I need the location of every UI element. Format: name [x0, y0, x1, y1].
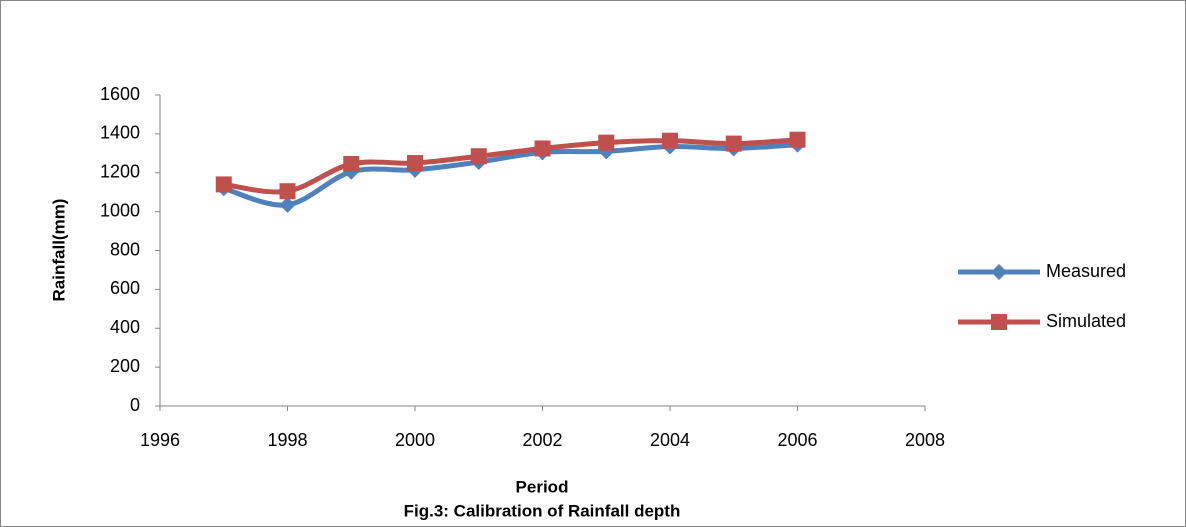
marker [662, 132, 678, 149]
legend-marker [991, 314, 1007, 330]
marker [279, 196, 296, 213]
marker [789, 131, 806, 148]
x-tick-label: 2004 [650, 430, 690, 450]
x-axis-label: Period [516, 477, 569, 496]
legend-label: Simulated [1046, 311, 1126, 331]
x-tick-label: 2006 [777, 430, 817, 450]
marker [215, 176, 232, 193]
x-tick-label: 2002 [522, 430, 562, 450]
x-tick-label: 2000 [395, 430, 435, 450]
y-tick-label: 800 [110, 239, 140, 259]
y-axis-label: Rainfall(mm) [49, 199, 68, 302]
marker [534, 140, 551, 157]
marker [598, 134, 615, 151]
x-tick-label: 1998 [267, 430, 307, 450]
marker [343, 156, 360, 173]
y-tick-label: 1400 [100, 123, 140, 143]
caption: Fig.3: Calibration of Rainfall depth [404, 501, 681, 520]
marker [407, 155, 423, 172]
y-tick-label: 1600 [100, 84, 140, 104]
y-tick-label: 400 [110, 317, 140, 337]
marker [725, 135, 742, 152]
marker [279, 183, 296, 200]
y-tick-label: 600 [110, 278, 140, 298]
x-tick-label: 2008 [905, 430, 945, 450]
x-tick-label: 1996 [140, 430, 180, 450]
legend-marker [991, 264, 1007, 280]
y-tick-label: 0 [130, 395, 140, 415]
y-tick-label: 200 [110, 356, 140, 376]
series-line [223, 137, 798, 195]
marker [470, 148, 487, 165]
legend-label: Measured [1046, 261, 1126, 281]
y-tick-label: 1200 [100, 162, 140, 182]
series-line [223, 142, 798, 208]
y-tick-label: 1000 [100, 200, 140, 220]
